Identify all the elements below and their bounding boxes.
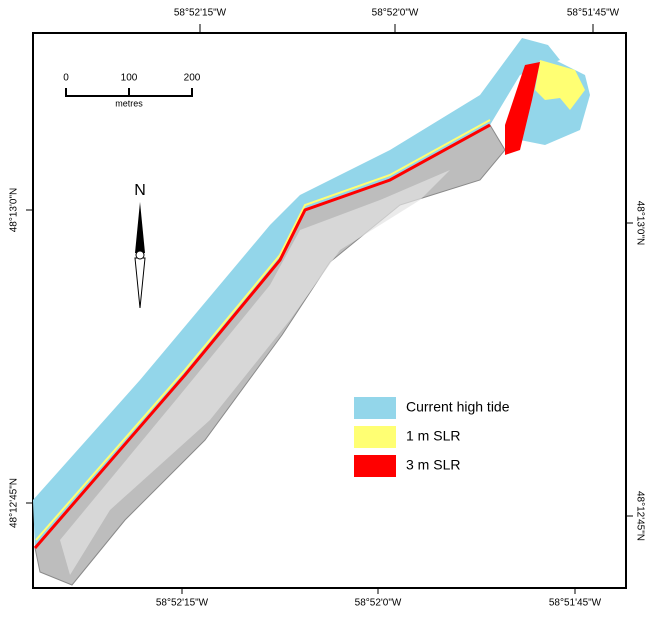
- bottom-coord: 58°52'0"W: [355, 598, 402, 609]
- legend-swatch: [354, 455, 396, 477]
- legend-label: 3 m SLR: [406, 457, 460, 473]
- north-label: N: [134, 182, 146, 199]
- left-coord: 48°13'0"N: [9, 188, 20, 233]
- bottom-coord: 58°51'45"W: [549, 598, 602, 609]
- map-figure: 0 100 200 metres N 58°52'15"W 58°52'0"W …: [0, 0, 652, 613]
- legend-label: Current high tide: [406, 399, 510, 415]
- legend-swatch: [354, 426, 396, 448]
- scale-label: 0: [63, 73, 69, 84]
- legend-swatch: [354, 397, 396, 419]
- right-coord: 48°13'0"N: [634, 201, 645, 246]
- scale-unit: metres: [115, 98, 143, 108]
- top-coord: 58°51'45"W: [567, 8, 620, 19]
- top-coord: 58°52'0"W: [372, 8, 419, 19]
- right-coord: 48°12'45"N: [634, 491, 645, 541]
- bottom-coord: 58°52'15"W: [156, 598, 209, 609]
- scale-label: 200: [184, 73, 201, 84]
- page: {"map": { "top_labels": ["58°52'15\"W", …: [0, 0, 652, 618]
- arrow-center: [136, 251, 144, 259]
- left-coord: 48°12'45"N: [9, 478, 20, 528]
- top-coord: 58°52'15"W: [174, 8, 227, 19]
- scale-label: 100: [121, 73, 138, 84]
- legend-label: 1 m SLR: [406, 428, 460, 444]
